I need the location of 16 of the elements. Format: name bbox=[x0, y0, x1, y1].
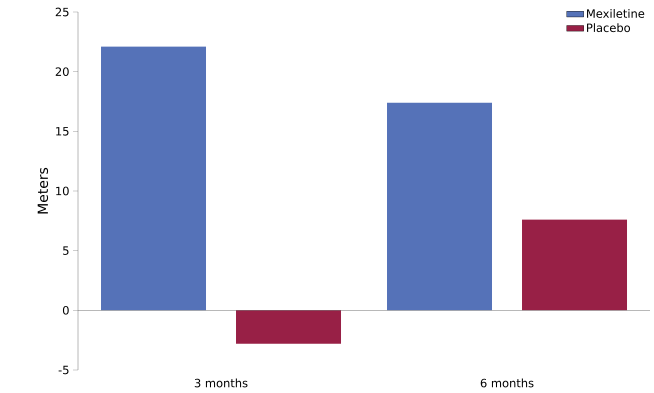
y-tick-label: 5 bbox=[63, 246, 68, 255]
bar bbox=[387, 102, 492, 310]
y-tick-label: 0 bbox=[62, 306, 69, 315]
y-axis-title: Meters bbox=[38, 168, 48, 214]
bar bbox=[236, 310, 342, 344]
legend-label: Placebo bbox=[587, 23, 630, 32]
y-tick-label: 20 bbox=[56, 67, 69, 76]
y-tick-label: -5 bbox=[58, 366, 68, 374]
x-tick-label: 6 months bbox=[480, 378, 534, 388]
y-tick-label: 15 bbox=[56, 127, 68, 136]
legend-label: Mexiletine bbox=[587, 9, 644, 18]
y-tick-label: 25 bbox=[56, 8, 68, 16]
y-tick-label: 10 bbox=[56, 186, 69, 196]
bar bbox=[101, 46, 206, 310]
x-tick-label: 3 months bbox=[194, 378, 248, 388]
bar bbox=[522, 220, 628, 310]
